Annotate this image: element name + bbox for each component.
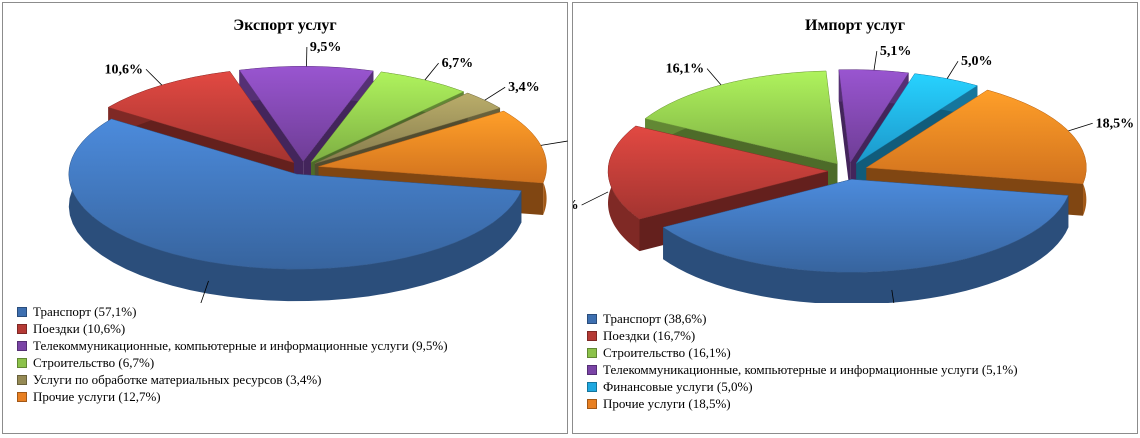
data-label-telecom: 9,5% bbox=[310, 40, 342, 55]
legend-label: Поездки (10,6%) bbox=[33, 321, 126, 336]
leader-line-processing bbox=[484, 86, 506, 101]
pie-slice-transport bbox=[662, 179, 1069, 303]
pie-slices bbox=[607, 69, 1087, 303]
data-label-telecom: 5,1% bbox=[880, 44, 912, 59]
legend-swatch bbox=[587, 330, 597, 341]
leader-line-transport bbox=[891, 289, 895, 303]
export-chart-panel: Экспорт услуг 57,1%10,6%9,5%6,7%3,4%12,7… bbox=[2, 2, 568, 434]
data-label-construction: 16,1% bbox=[666, 62, 705, 77]
legend-label: Услуги по обработке материальных ресурсо… bbox=[33, 372, 322, 387]
legend-item-transport: Транспорт (38,6%) bbox=[587, 310, 1018, 327]
legend-item-other: Прочие услуги (18,5%) bbox=[587, 395, 1018, 412]
legend-swatch bbox=[17, 323, 27, 334]
legend-item-processing: Услуги по обработке материальных ресурсо… bbox=[17, 371, 448, 388]
pie-slices bbox=[68, 66, 547, 302]
legend-swatch bbox=[17, 357, 27, 368]
legend-label: Финансовые услуги (5,0%) bbox=[603, 379, 753, 394]
legend-item-transport: Транспорт (57,1%) bbox=[17, 303, 448, 320]
export-chart-title: Экспорт услуг bbox=[233, 17, 337, 34]
legend-swatch bbox=[587, 313, 597, 324]
legend-item-construction: Строительство (16,1%) bbox=[587, 344, 1018, 361]
leader-line-trips bbox=[145, 68, 163, 86]
legend-item-trips: Поездки (16,7%) bbox=[587, 327, 1018, 344]
legend-swatch bbox=[17, 340, 27, 351]
legend-swatch bbox=[587, 398, 597, 409]
import-legend: Транспорт (38,6%) Поездки (16,7%) Строител… bbox=[587, 310, 1018, 412]
legend-item-financial: Финансовые услуги (5,0%) bbox=[587, 378, 1018, 395]
legend-swatch bbox=[17, 391, 27, 402]
legend-swatch bbox=[587, 381, 597, 392]
legend-label: Телекоммуникационные, компьютерные и инф… bbox=[33, 338, 448, 353]
legend-label: Прочие услуги (12,7%) bbox=[33, 389, 161, 404]
legend-item-trips: Поездки (10,6%) bbox=[17, 320, 448, 337]
import-chart-panel: Импорт услуг 38,6%16,7%16,1%5,1%5,0%18,5… bbox=[572, 2, 1138, 434]
data-label-construction: 6,7% bbox=[442, 56, 474, 71]
leader-line-other bbox=[1068, 122, 1093, 132]
leader-line-transport bbox=[200, 280, 209, 303]
legend-swatch bbox=[587, 364, 597, 375]
legend-label: Прочие услуги (18,5%) bbox=[603, 396, 731, 411]
data-labels: 57,1%10,6%9,5%6,7%3,4%12,7% bbox=[104, 40, 568, 303]
import-chart-title: Импорт услуг bbox=[805, 17, 905, 34]
leader-line-trips bbox=[581, 191, 609, 206]
data-labels: 38,6%16,7%16,1%5,1%5,0%18,5% bbox=[573, 44, 1134, 303]
legend-item-other: Прочие услуги (12,7%) bbox=[17, 388, 448, 405]
legend-label: Транспорт (57,1%) bbox=[33, 304, 137, 319]
data-label-trips: 10,6% bbox=[104, 62, 143, 77]
leader-line-construction bbox=[424, 62, 439, 81]
legend-label: Строительство (16,1%) bbox=[603, 345, 731, 360]
data-label-processing: 3,4% bbox=[508, 80, 539, 95]
legend-item-telecom: Телекоммуникационные, компьютерные и инф… bbox=[587, 361, 1018, 378]
legend-label: Телекоммуникационные, компьютерные и инф… bbox=[603, 362, 1018, 377]
legend-label: Транспорт (38,6%) bbox=[603, 311, 707, 326]
export-legend: Транспорт (57,1%) Поездки (10,6%) Телекомм… bbox=[17, 303, 448, 405]
data-label-trips: 16,7% bbox=[573, 198, 579, 213]
data-label-financial: 5,0% bbox=[961, 54, 993, 69]
leader-line-construction bbox=[706, 68, 722, 86]
leader-line-telecom bbox=[873, 51, 878, 71]
legend-label: Строительство (6,7%) bbox=[33, 355, 155, 370]
export-pie-chart: 57,1%10,6%9,5%6,7%3,4%12,7% bbox=[68, 40, 568, 303]
legend-swatch bbox=[587, 347, 597, 358]
legend-label: Поездки (16,7%) bbox=[603, 328, 696, 343]
legend-swatch bbox=[17, 374, 27, 385]
legend-swatch bbox=[17, 306, 27, 317]
leader-line-financial bbox=[946, 60, 959, 79]
data-label-other: 18,5% bbox=[1096, 116, 1135, 131]
leader-line-other bbox=[540, 140, 568, 146]
pie-slice-transport bbox=[68, 118, 522, 302]
legend-item-construction: Строительство (6,7%) bbox=[17, 354, 448, 371]
import-pie-chart: 38,6%16,7%16,1%5,1%5,0%18,5% bbox=[573, 44, 1134, 303]
legend-item-telecom: Телекоммуникационные, компьютерные и инф… bbox=[17, 337, 448, 354]
